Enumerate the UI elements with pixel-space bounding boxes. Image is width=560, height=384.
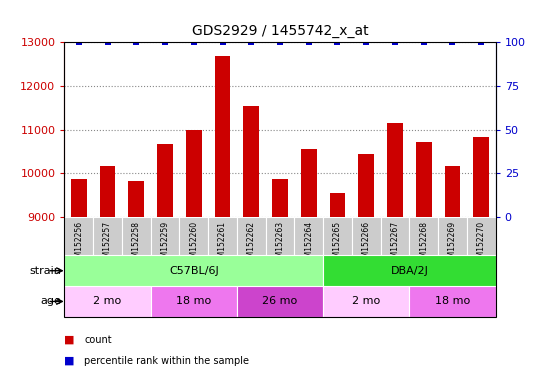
- Text: GSM152270: GSM152270: [477, 221, 486, 267]
- Text: GSM152265: GSM152265: [333, 221, 342, 267]
- Bar: [100, 166, 115, 217]
- Bar: [409, 217, 438, 255]
- Text: GSM152259: GSM152259: [161, 221, 170, 267]
- Text: 26 mo: 26 mo: [263, 296, 297, 306]
- Bar: [64, 255, 323, 286]
- Text: GSM152268: GSM152268: [419, 221, 428, 267]
- Text: 18 mo: 18 mo: [435, 296, 470, 306]
- Bar: [323, 217, 352, 255]
- Bar: [358, 154, 374, 217]
- Bar: [272, 179, 288, 217]
- Bar: [438, 217, 467, 255]
- Bar: [151, 286, 237, 317]
- Text: GSM152257: GSM152257: [103, 221, 112, 267]
- Bar: [128, 181, 144, 217]
- Text: strain: strain: [30, 266, 62, 276]
- Text: ■: ■: [64, 335, 75, 345]
- Bar: [467, 217, 496, 255]
- Bar: [122, 217, 151, 255]
- Text: GSM152256: GSM152256: [74, 221, 83, 267]
- Text: GSM152263: GSM152263: [276, 221, 284, 267]
- Bar: [409, 286, 496, 317]
- Bar: [330, 194, 346, 217]
- Bar: [381, 217, 409, 255]
- Text: GDS2929 / 1455742_x_at: GDS2929 / 1455742_x_at: [192, 25, 368, 38]
- Bar: [323, 286, 409, 317]
- Bar: [214, 56, 230, 217]
- Bar: [71, 179, 87, 217]
- Bar: [208, 217, 237, 255]
- Bar: [151, 217, 179, 255]
- Text: 2 mo: 2 mo: [94, 296, 122, 306]
- Bar: [186, 129, 202, 217]
- Bar: [352, 217, 381, 255]
- Text: GSM152260: GSM152260: [189, 221, 198, 267]
- Text: count: count: [84, 335, 111, 345]
- Text: GSM152269: GSM152269: [448, 221, 457, 267]
- Text: ■: ■: [64, 356, 75, 366]
- Text: age: age: [41, 296, 62, 306]
- Text: 18 mo: 18 mo: [176, 296, 211, 306]
- Text: percentile rank within the sample: percentile rank within the sample: [84, 356, 249, 366]
- Bar: [387, 123, 403, 217]
- Text: GSM152262: GSM152262: [247, 221, 256, 267]
- Text: GSM152264: GSM152264: [304, 221, 313, 267]
- Text: 2 mo: 2 mo: [352, 296, 380, 306]
- Bar: [473, 137, 489, 217]
- Bar: [323, 255, 496, 286]
- Text: GSM152258: GSM152258: [132, 221, 141, 267]
- Text: GSM152261: GSM152261: [218, 221, 227, 267]
- Bar: [295, 217, 323, 255]
- Bar: [93, 217, 122, 255]
- Bar: [244, 106, 259, 217]
- Text: GSM152267: GSM152267: [390, 221, 399, 267]
- Text: DBA/2J: DBA/2J: [390, 266, 428, 276]
- Bar: [416, 142, 432, 217]
- Bar: [179, 217, 208, 255]
- Text: C57BL/6J: C57BL/6J: [169, 266, 218, 276]
- Bar: [265, 217, 295, 255]
- Bar: [301, 149, 316, 217]
- Bar: [237, 217, 265, 255]
- Text: GSM152266: GSM152266: [362, 221, 371, 267]
- Bar: [157, 144, 173, 217]
- Bar: [64, 286, 151, 317]
- Bar: [445, 166, 460, 217]
- Bar: [237, 286, 323, 317]
- Bar: [64, 217, 93, 255]
